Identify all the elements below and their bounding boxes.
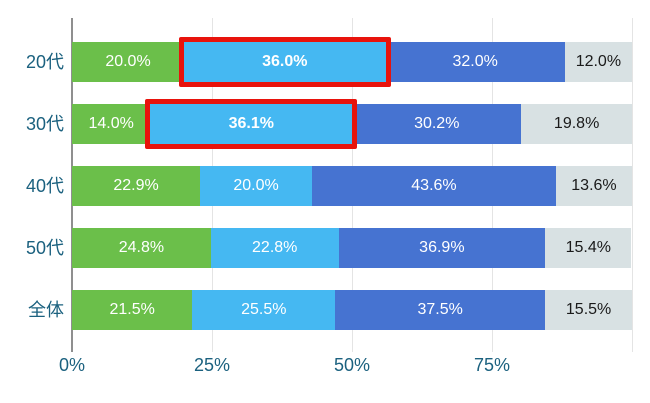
segment-gray: 12.0% — [564, 42, 632, 82]
segment-label: 12.0% — [575, 53, 622, 70]
segment-lightblue: 25.5% — [192, 290, 336, 330]
plot-area: 20.0% 36.0% 32.0% 12.0% 14.0% 36.1% 30.2% 19.8%… — [71, 18, 633, 352]
segment-label: 13.6% — [571, 177, 617, 194]
segment-label: 43.6% — [411, 177, 457, 194]
category-label-50s: 50代 — [25, 238, 64, 258]
segment-blue: 37.5% — [335, 290, 546, 330]
segment-gray: 13.6% — [555, 166, 632, 206]
segment-blue: 30.2% — [352, 104, 522, 144]
x-tick-75: 75% — [473, 355, 511, 375]
bar-row: 24.8% 22.8% 36.9% 15.4% — [72, 228, 632, 268]
segment-label: 37.5% — [417, 301, 463, 318]
x-tick-0: 0% — [58, 355, 86, 375]
category-label-30s: 30代 — [25, 114, 64, 134]
segment-gray: 15.5% — [545, 290, 632, 330]
segment-gray: 15.4% — [545, 228, 632, 268]
bar-row: 21.5% 25.5% 37.5% 15.5% — [72, 290, 632, 330]
segment-green: 14.0% — [72, 104, 151, 144]
segment-green: 20.0% — [72, 42, 184, 82]
segment-label: 32.0% — [452, 53, 498, 70]
segment-label: 15.5% — [565, 301, 612, 318]
x-tick-25: 25% — [193, 355, 231, 375]
segment-label: 36.0% — [262, 53, 308, 70]
category-label-20s: 20代 — [25, 52, 64, 72]
segment-label: 25.5% — [241, 301, 287, 318]
segment-label: 19.8% — [553, 115, 600, 132]
x-tick-50: 50% — [333, 355, 371, 375]
category-label-40s: 40代 — [25, 176, 64, 196]
segment-label: 22.8% — [252, 239, 298, 256]
segment-lightblue: 36.0% — [184, 42, 386, 82]
segment-lightblue: 36.1% — [150, 104, 353, 144]
segment-green: 22.9% — [72, 166, 201, 206]
segment-label: 21.5% — [109, 301, 155, 318]
segment-green: 21.5% — [72, 290, 193, 330]
bar-row: 20.0% 36.0% 32.0% 12.0% — [72, 42, 632, 82]
segment-gray: 19.8% — [521, 104, 632, 144]
bar-row: 14.0% 36.1% 30.2% 19.8% — [72, 104, 632, 144]
segment-label: 36.9% — [419, 239, 465, 256]
bar-row: 22.9% 20.0% 43.6% 13.6% — [72, 166, 632, 206]
segment-lightblue: 22.8% — [210, 228, 339, 268]
category-label-overall: 全体 — [28, 300, 64, 320]
segment-blue: 43.6% — [312, 166, 556, 206]
segment-lightblue: 20.0% — [200, 166, 312, 206]
segment-label: 30.2% — [414, 115, 460, 132]
segment-blue: 32.0% — [385, 42, 565, 82]
segment-label: 24.8% — [118, 239, 165, 256]
segment-blue: 36.9% — [338, 228, 546, 268]
segment-label: 36.1% — [228, 115, 274, 132]
segment-label: 14.0% — [88, 115, 134, 132]
gridline — [632, 18, 633, 352]
segment-label: 22.9% — [113, 177, 159, 194]
segment-label: 20.0% — [105, 53, 151, 70]
segment-label: 15.4% — [565, 239, 611, 256]
segment-label: 20.0% — [233, 177, 279, 194]
segment-green: 24.8% — [72, 228, 211, 268]
